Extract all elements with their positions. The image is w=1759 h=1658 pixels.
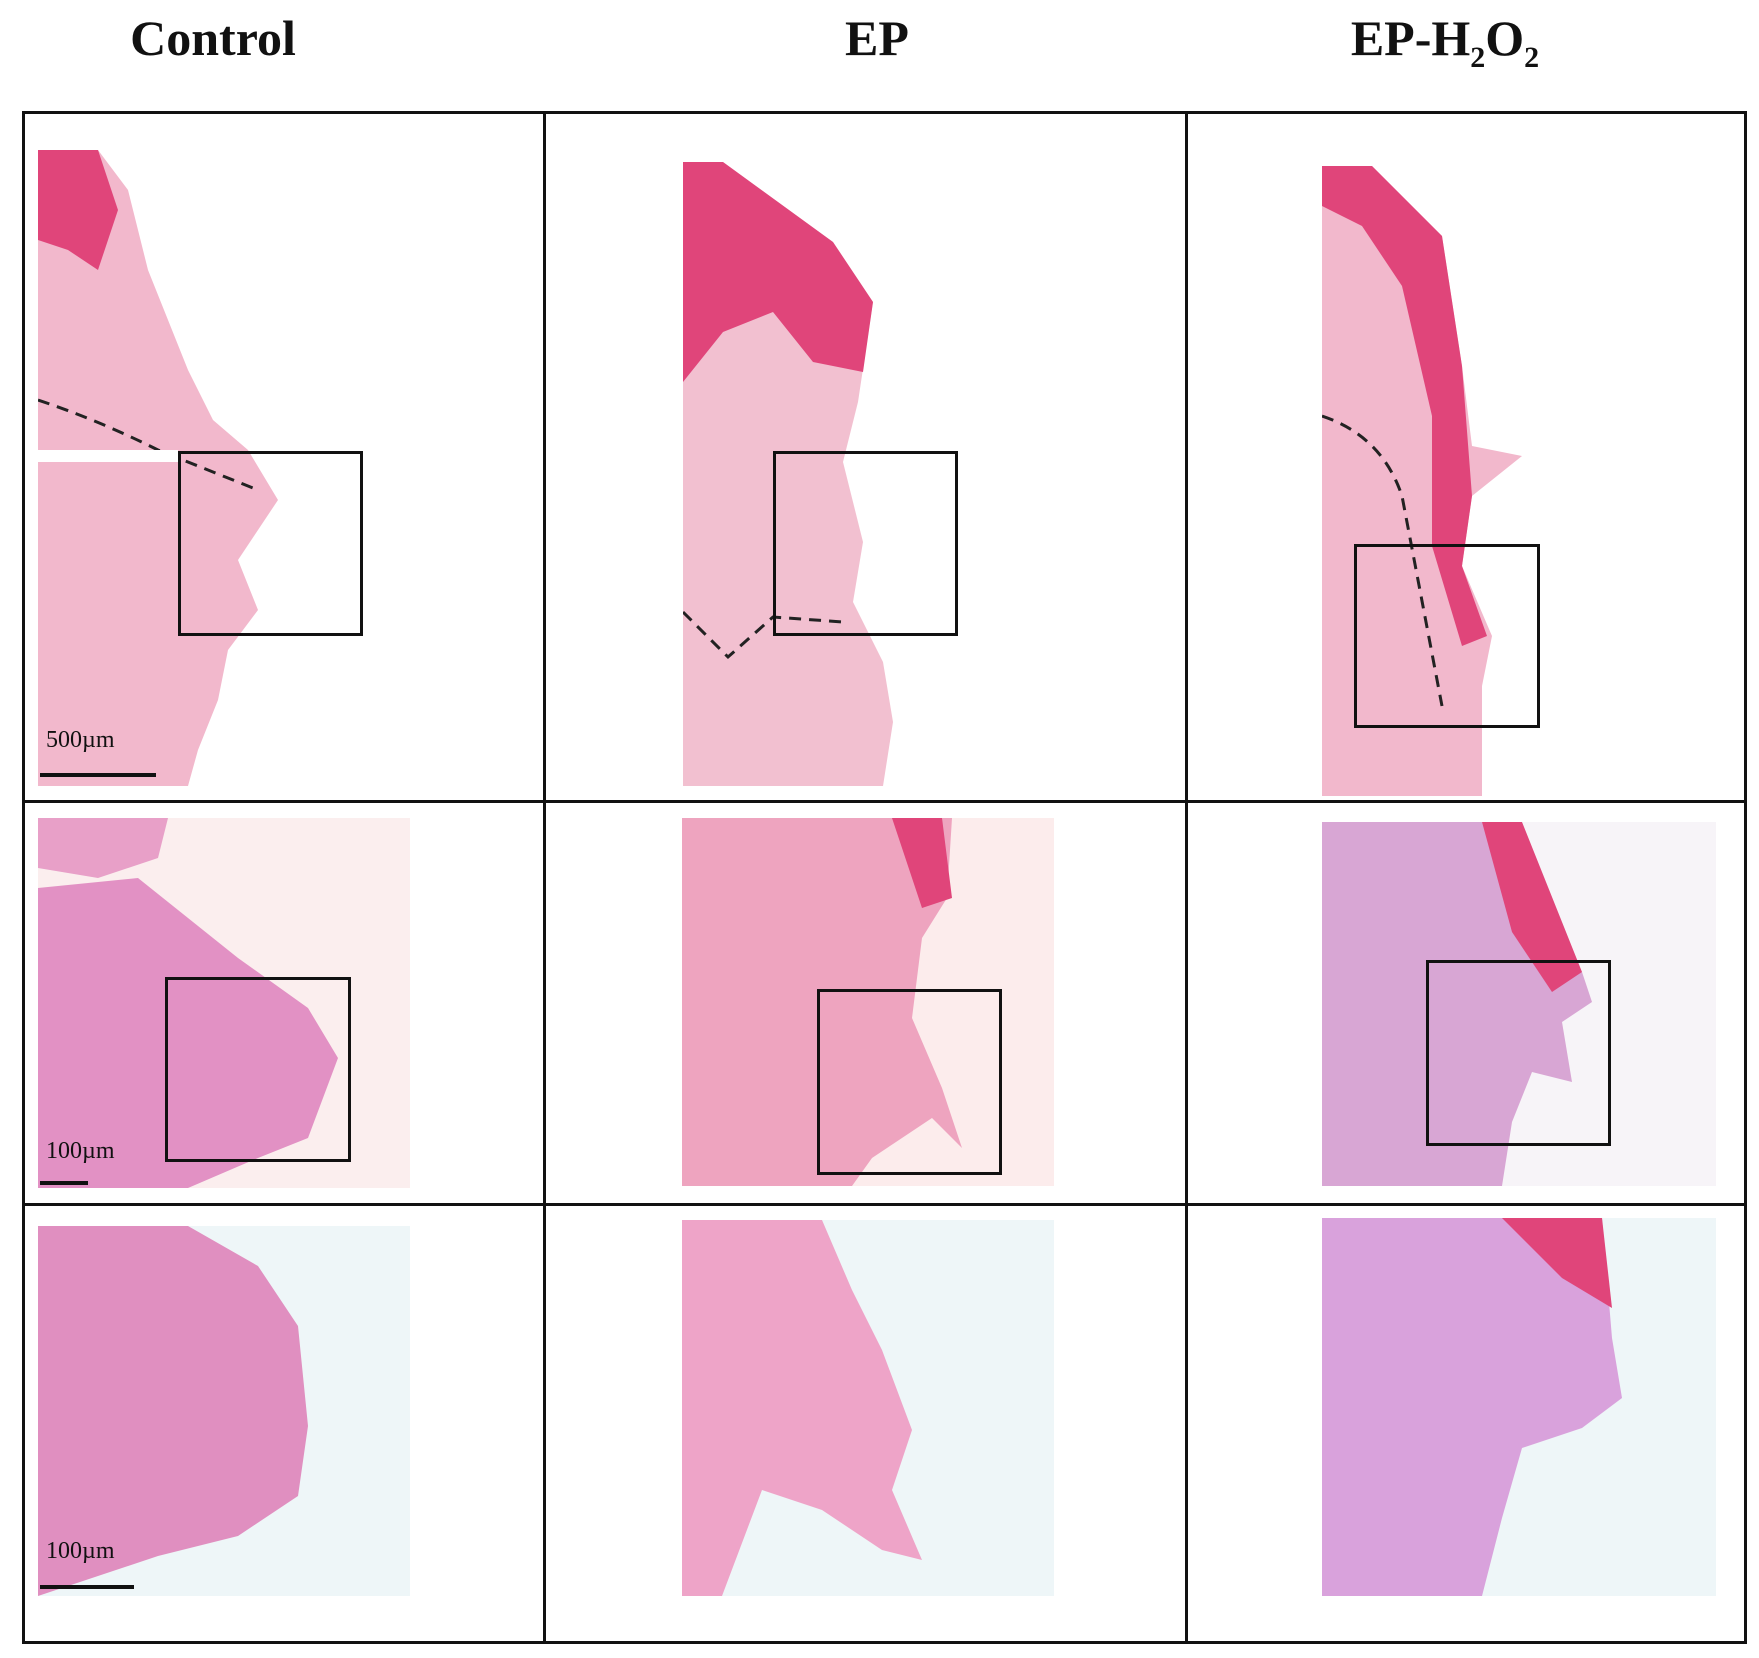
zoom-box-ep-row1	[773, 451, 958, 636]
zoom-box-control-row2	[165, 977, 351, 1162]
scale-bar-row2	[40, 1181, 88, 1185]
zoom-box-control-row1	[178, 451, 363, 636]
tissue-image-ep-h2o2-mid	[1322, 822, 1716, 1186]
scale-bar-row3	[40, 1585, 134, 1589]
tissue-image-control-high	[38, 1226, 410, 1596]
tissue-image-ep-low	[683, 162, 893, 786]
zoom-box-ep-h2o2-row2	[1426, 960, 1611, 1146]
tissue-image-ep-h2o2-high	[1322, 1218, 1716, 1596]
scale-label-row1: 500µm	[46, 727, 115, 753]
scale-label-row3: 100µm	[46, 1538, 115, 1564]
grid-divider-horizontal-2	[22, 1203, 1747, 1206]
column-title-ep: EP	[845, 10, 909, 66]
column-title-control: Control	[130, 10, 296, 66]
zoom-box-ep-row2	[817, 989, 1002, 1175]
tissue-image-control-low	[38, 150, 278, 786]
tissue-image-ep-h2o2-low	[1322, 166, 1522, 796]
tissue-image-ep-mid	[682, 818, 1054, 1186]
zoom-box-ep-h2o2-row1	[1354, 544, 1540, 728]
scale-bar-row1	[40, 773, 156, 777]
grid-divider-horizontal-1	[22, 800, 1747, 803]
scale-label-row2: 100µm	[46, 1138, 115, 1164]
tissue-image-ep-high	[682, 1220, 1054, 1596]
figure-grid	[22, 111, 1747, 1644]
grid-divider-vertical-1	[543, 111, 546, 1644]
column-title-ep-h2o2: EP-H2O2	[1350, 10, 1540, 74]
grid-divider-vertical-2	[1185, 111, 1188, 1644]
